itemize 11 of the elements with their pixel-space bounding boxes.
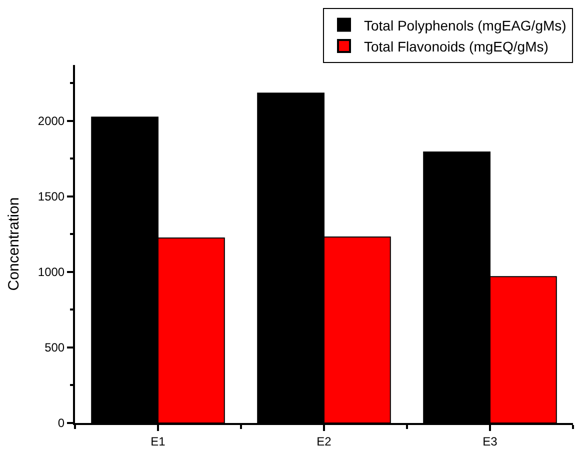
- y-tick-label: 0: [58, 416, 65, 430]
- x-tick-label: E1: [150, 434, 166, 448]
- legend-label: Total Flavonoids (mgEQ/gMs): [364, 38, 548, 54]
- y-tick-label: 500: [44, 340, 65, 355]
- y-axis-title: Concentration: [6, 197, 23, 291]
- legend-label: Total Polyphenols (mgEAG/gMs): [364, 17, 566, 34]
- y-tick-label: 2000: [38, 114, 65, 128]
- x-tick-label: E3: [482, 434, 498, 448]
- y-tick-label: 1500: [38, 190, 65, 204]
- x-tick-label: E2: [316, 434, 332, 448]
- y-tick-label: 1000: [38, 265, 65, 280]
